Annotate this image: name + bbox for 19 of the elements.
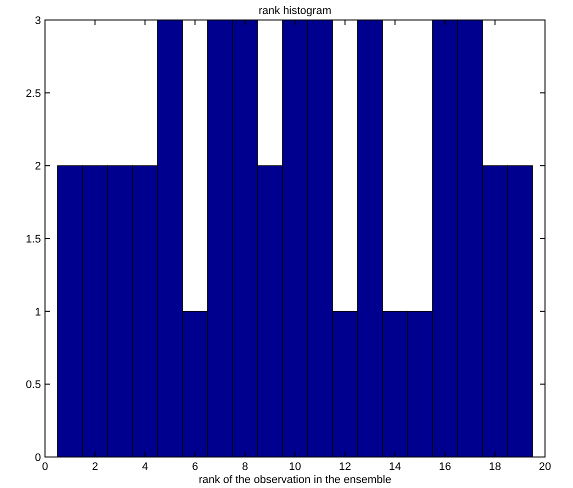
x-tick-label: 2	[92, 461, 98, 473]
y-tick-label: 1.5	[26, 234, 41, 246]
x-axis-title: rank of the observation in the ensemble	[198, 474, 392, 486]
y-tick-label: 2.5	[26, 88, 41, 100]
y-tick-label: 3	[34, 15, 41, 27]
x-tick-label: 20	[538, 461, 552, 473]
x-tick-label: 4	[142, 461, 148, 473]
x-tick-label: 6	[192, 461, 198, 473]
x-tick-label: 8	[242, 461, 248, 473]
x-tick-label: 18	[488, 461, 502, 473]
y-tick-label: 0	[34, 452, 41, 464]
x-tick-label: 10	[288, 461, 302, 473]
x-tick-label: 14	[388, 461, 402, 473]
chart-title: rank histogram	[258, 5, 332, 17]
y-tick-label: 2	[34, 160, 41, 173]
x-tick-label: 12	[338, 461, 352, 473]
y-tick-label: 1	[34, 306, 41, 318]
y-tick-label: 0.5	[26, 379, 41, 392]
x-tick-label: 16	[438, 461, 452, 473]
